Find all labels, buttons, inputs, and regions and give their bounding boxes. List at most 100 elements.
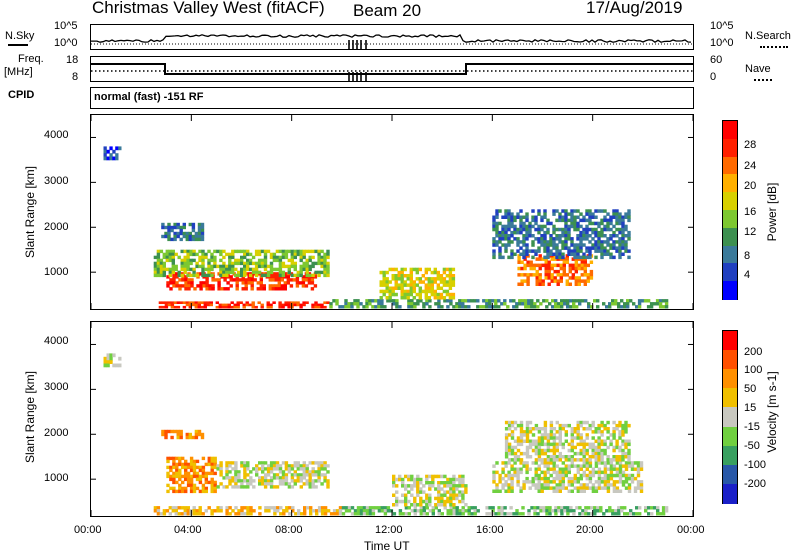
echo-cell (362, 512, 367, 516)
echo-cell (579, 240, 583, 244)
echo-cell (284, 252, 289, 257)
echo-cell (156, 509, 161, 513)
echo-cell (243, 479, 247, 483)
echo-cell (350, 305, 354, 309)
echo-cell (190, 284, 194, 288)
echo-cell (248, 252, 253, 257)
echo-cell (504, 215, 508, 219)
echo-cell (207, 480, 211, 485)
echo-cell (609, 433, 613, 437)
echo-cell (537, 230, 541, 235)
echo-cell (519, 470, 523, 475)
echo-cell (636, 483, 641, 487)
echo-cell (590, 506, 594, 510)
echo-cell (618, 420, 622, 425)
nsearch-tick-bottom: 10^0 (710, 37, 734, 49)
echo-cell (106, 360, 110, 364)
echo-cell (260, 261, 265, 266)
echo-cell (296, 464, 300, 468)
echo-cell (524, 299, 528, 303)
echo-cell (410, 299, 414, 303)
echo-cell (243, 261, 247, 266)
echo-cell (515, 512, 519, 516)
echo-cell (576, 227, 580, 232)
echo-cell (302, 461, 306, 465)
echo-cell (579, 420, 583, 425)
echo-cell (621, 221, 625, 226)
echo-cell (178, 486, 182, 491)
echo-cell (222, 261, 226, 266)
echo-cell (317, 476, 321, 480)
echo-cell (272, 464, 277, 468)
echo-cell (615, 439, 619, 443)
echo-cell (600, 486, 605, 490)
echo-cell (461, 481, 465, 485)
echo-cell (326, 267, 330, 272)
echo-cell (534, 461, 538, 465)
echo-cell (537, 480, 541, 484)
echo-cell (537, 483, 541, 487)
echo-cell (528, 224, 532, 229)
echo-cell (305, 301, 309, 304)
echo-cell (510, 480, 514, 484)
echo-cell (266, 467, 271, 471)
echo-cell (519, 215, 523, 219)
echo-cell (600, 252, 604, 256)
echo-cell (552, 227, 556, 232)
echo-cell (554, 512, 558, 516)
echo-cell (434, 474, 438, 479)
echo-cell (195, 477, 200, 482)
echo-cell (606, 473, 611, 478)
echo-cell (581, 299, 585, 303)
echo-cell (244, 284, 248, 288)
echo-cell (528, 445, 533, 450)
echo-cell (433, 277, 437, 281)
echo-cell (587, 302, 591, 306)
echo-cell (582, 442, 586, 447)
echo-cell (519, 430, 524, 434)
echo-cell (162, 264, 166, 269)
echo-cell (356, 506, 361, 510)
echo-cell (565, 279, 569, 283)
echo-cell (223, 278, 227, 282)
echo-cell (534, 445, 539, 450)
echo-cell (585, 448, 589, 453)
echo-cell (593, 299, 597, 303)
echo-cell (583, 257, 587, 261)
echo-cell (495, 215, 499, 219)
echo-cell (184, 468, 188, 473)
echo-cell (228, 482, 232, 486)
echo-cell (549, 240, 553, 244)
echo-cell (587, 506, 591, 510)
echo-cell (189, 486, 194, 491)
echo-cell (347, 506, 352, 510)
echo-cell (580, 273, 584, 277)
echo-cell (403, 280, 407, 284)
echo-cell (284, 303, 288, 307)
echo-cell (501, 227, 505, 232)
echo-cell (591, 473, 596, 478)
echo-cell (519, 458, 524, 462)
echo-cell (516, 423, 521, 428)
echo-cell (629, 299, 633, 303)
echo-cell (173, 305, 178, 309)
echo-cell (554, 305, 558, 309)
echo-cell (443, 506, 447, 510)
echo-cell (170, 303, 175, 307)
echo-cell (178, 468, 182, 473)
echo-cell (543, 448, 548, 453)
echo-cell (585, 218, 589, 223)
echo-cell (520, 282, 524, 286)
echo-cell (272, 476, 277, 480)
echo-cell (437, 481, 441, 485)
echo-cell (416, 487, 420, 491)
echo-cell (295, 284, 300, 288)
echo-cell (576, 252, 580, 256)
echo-cell (573, 221, 577, 226)
echo-cell (573, 246, 577, 250)
echo-cell (194, 305, 198, 309)
echo-cell (555, 470, 559, 475)
echo-cell (278, 476, 283, 480)
echo-cell (210, 509, 214, 513)
echo-cell (624, 234, 628, 238)
